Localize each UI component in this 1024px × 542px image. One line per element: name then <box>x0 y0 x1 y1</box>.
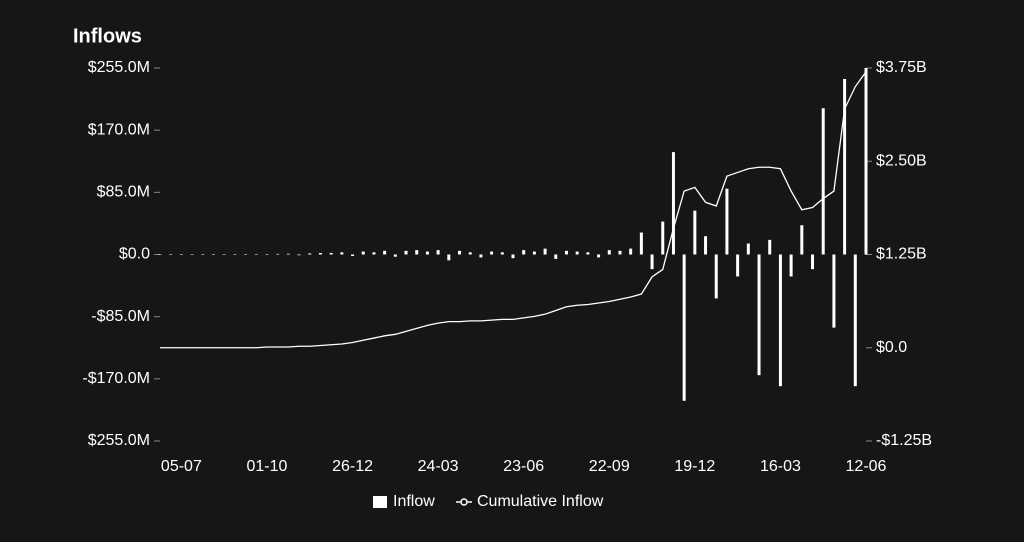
bar <box>554 254 558 259</box>
x-tick-label: 19-12 <box>674 458 715 475</box>
bar <box>340 252 344 255</box>
bar <box>479 254 483 258</box>
y2-tick-label: $1.25B <box>876 246 927 263</box>
bar <box>468 252 472 255</box>
bar <box>714 254 718 299</box>
bar <box>254 254 258 255</box>
bar <box>768 239 772 255</box>
bar <box>383 250 387 255</box>
y-tick-label: -$170.0M <box>82 370 150 387</box>
bar <box>725 188 729 255</box>
bar <box>522 250 526 255</box>
bar <box>629 248 633 255</box>
x-tick-label: 24-03 <box>418 458 459 475</box>
bar <box>361 251 365 255</box>
bar <box>318 253 322 255</box>
bar <box>179 254 183 255</box>
bar <box>308 253 312 255</box>
bar <box>864 68 868 255</box>
y2-tick-label: $2.50B <box>876 152 927 169</box>
bar <box>800 225 804 255</box>
y-tick-label: -$85.0M <box>91 308 150 325</box>
y-tick-label: $255.0M <box>88 59 150 76</box>
x-tick-label: 22-09 <box>589 458 630 475</box>
bar <box>704 236 708 255</box>
bar <box>201 254 205 255</box>
bar <box>543 248 547 255</box>
bar <box>372 252 376 255</box>
legend-label: Cumulative Inflow <box>477 493 604 510</box>
y2-tick-label: $0.0 <box>876 339 907 356</box>
bar <box>757 254 761 376</box>
bar <box>329 253 333 255</box>
bar <box>682 254 686 401</box>
chart-title: Inflows <box>73 25 142 47</box>
legend-marker <box>460 498 468 506</box>
bar <box>564 250 568 255</box>
x-tick-label: 23-06 <box>503 458 544 475</box>
y-tick-label: $85.0M <box>97 184 150 201</box>
bar <box>597 254 601 258</box>
bar <box>778 254 782 387</box>
bar <box>671 152 675 255</box>
bar <box>661 221 665 255</box>
bar <box>425 251 429 255</box>
bar <box>222 254 226 255</box>
y-tick-label: $170.0M <box>88 121 150 138</box>
bar <box>607 250 611 255</box>
bar <box>393 254 397 257</box>
bar <box>575 251 579 255</box>
y-tick-label: $0.0 <box>119 246 150 263</box>
bar <box>447 254 451 261</box>
bar <box>618 250 622 255</box>
line <box>160 71 867 349</box>
bar <box>490 251 494 255</box>
bar <box>233 254 237 255</box>
bar <box>436 250 440 255</box>
bar <box>244 254 248 255</box>
bar <box>532 251 536 255</box>
bar <box>789 254 793 277</box>
bar <box>832 254 836 328</box>
bar <box>736 254 740 277</box>
bar <box>811 254 815 270</box>
bar <box>853 254 857 387</box>
bar <box>169 254 173 255</box>
bar <box>511 254 515 259</box>
bar <box>500 252 504 255</box>
bar <box>211 254 215 255</box>
legend-label: Inflow <box>393 493 435 510</box>
bar <box>297 254 301 256</box>
bar <box>404 250 408 255</box>
bar <box>650 254 654 270</box>
y2-tick-label: -$1.25B <box>876 432 932 449</box>
bar <box>639 232 643 255</box>
x-tick-label: 12-06 <box>846 458 887 475</box>
bar <box>190 254 194 255</box>
bar <box>821 108 825 255</box>
y-tick-label: $255.0M <box>88 432 150 449</box>
bar <box>746 243 750 255</box>
x-tick-label: 01-10 <box>247 458 288 475</box>
bar <box>276 253 280 255</box>
bar <box>586 252 590 255</box>
bar <box>351 254 355 256</box>
bar <box>458 250 462 255</box>
x-tick-label: 05-07 <box>161 458 202 475</box>
bar <box>286 253 290 255</box>
bar <box>158 254 162 255</box>
y2-tick-label: $3.75B <box>876 59 927 76</box>
bar <box>693 210 697 255</box>
bar <box>415 250 419 255</box>
legend-swatch <box>373 496 387 508</box>
bar <box>265 254 269 255</box>
bar <box>843 78 847 255</box>
x-tick-label: 26-12 <box>332 458 373 475</box>
x-tick-label: 16-03 <box>760 458 801 475</box>
